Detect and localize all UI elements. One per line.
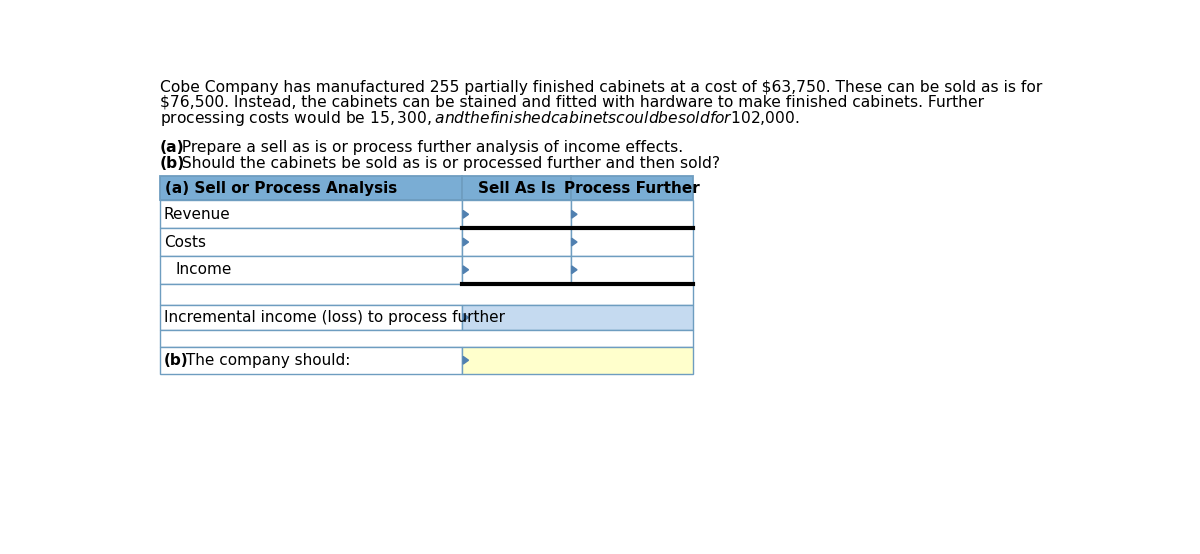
Polygon shape: [463, 238, 468, 246]
Polygon shape: [463, 314, 468, 321]
Bar: [462, 256, 571, 284]
Text: The company should:: The company should:: [181, 353, 350, 368]
Text: Revenue: Revenue: [164, 207, 230, 222]
Bar: [160, 201, 462, 228]
Bar: [571, 201, 694, 228]
Bar: [571, 256, 694, 284]
Text: Should the cabinets be sold as is or processed further and then sold?: Should the cabinets be sold as is or pro…: [178, 156, 720, 171]
Polygon shape: [571, 211, 577, 218]
Text: Cobe Company has manufactured 255 partially finished cabinets at a cost of $63,7: Cobe Company has manufactured 255 partia…: [160, 80, 1043, 95]
Text: processing costs would be $15,300, and the finished cabinets could be sold for $: processing costs would be $15,300, and t…: [160, 109, 799, 128]
Polygon shape: [463, 356, 468, 364]
Bar: [160, 176, 462, 201]
Bar: [160, 305, 462, 330]
Polygon shape: [463, 211, 468, 218]
Bar: [462, 176, 571, 201]
Bar: [160, 284, 694, 305]
Bar: [160, 256, 462, 284]
Bar: [462, 305, 694, 330]
Text: Costs: Costs: [164, 234, 206, 249]
Text: Prepare a sell as is or process further analysis of income effects.: Prepare a sell as is or process further …: [178, 140, 683, 155]
Bar: [462, 228, 571, 256]
Bar: [462, 347, 694, 374]
Text: Income: Income: [175, 262, 232, 277]
Bar: [571, 176, 694, 201]
Bar: [160, 330, 694, 347]
Text: (b): (b): [160, 156, 186, 171]
Text: (b): (b): [164, 353, 188, 368]
Text: Sell As Is: Sell As Is: [478, 181, 556, 196]
Bar: [160, 228, 462, 256]
Bar: [160, 347, 462, 374]
Text: $76,500. Instead, the cabinets can be stained and fitted with hardware to make f: $76,500. Instead, the cabinets can be st…: [160, 94, 984, 109]
Text: Process Further: Process Further: [564, 181, 700, 196]
Polygon shape: [571, 238, 577, 246]
Text: (a) Sell or Process Analysis: (a) Sell or Process Analysis: [164, 181, 397, 196]
Polygon shape: [571, 266, 577, 274]
Bar: [571, 228, 694, 256]
Polygon shape: [463, 266, 468, 274]
Bar: [462, 201, 571, 228]
Text: (a): (a): [160, 140, 185, 155]
Text: Incremental income (loss) to process further: Incremental income (loss) to process fur…: [164, 310, 505, 325]
